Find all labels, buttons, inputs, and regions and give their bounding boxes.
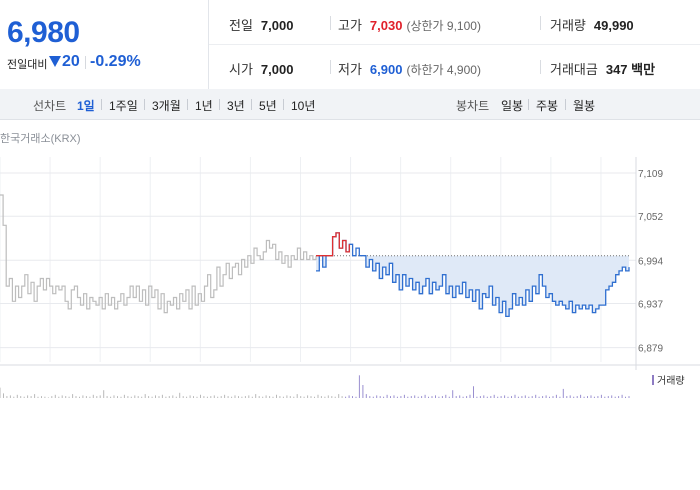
divider xyxy=(101,99,102,110)
volume-value: 49,990 xyxy=(593,18,634,33)
today-price-line xyxy=(316,232,630,318)
period-3y-tab[interactable]: 3년 xyxy=(227,99,245,113)
high-price: 고가 7,030 (상한가 9,100) xyxy=(338,15,481,34)
open-label: 시가 xyxy=(229,62,253,77)
low-price: 저가 6,900 (하한가 4,900) xyxy=(338,59,481,78)
open-value: 7,000 xyxy=(260,62,294,77)
line-chart-label: 선차트 xyxy=(33,99,67,113)
period-1d-tab[interactable]: 1일 xyxy=(77,99,95,113)
current-price: 6,980 xyxy=(7,16,80,49)
volume-legend: 거래량 xyxy=(652,372,685,387)
daily-candle-tab[interactable]: 일봉 xyxy=(501,99,524,113)
low-label: 저가 xyxy=(338,62,362,77)
open-price: 시가 7,000 xyxy=(229,59,293,78)
data-source: 한국거래소(KRX) xyxy=(0,133,81,145)
trade-amount: 거래대금 347 백만 xyxy=(550,59,655,78)
change-label: 전일대비 xyxy=(7,59,48,71)
divider xyxy=(209,44,700,45)
amount-value: 347 백만 xyxy=(605,62,656,77)
volume: 거래량 49,990 xyxy=(550,15,634,34)
intraday-price-chart: 7,109 7,052 6,994 6,937 6,879 xyxy=(0,157,700,398)
high-label: 고가 xyxy=(338,18,362,33)
period-5y-tab[interactable]: 5년 xyxy=(259,99,277,113)
quote-summary: 6,980 전일대비 20 -0.29% 전일 7,000 고가 7,030 (상한가… xyxy=(0,0,700,90)
prev-close: 전일 7,000 xyxy=(229,15,293,34)
divider xyxy=(540,16,541,30)
divider xyxy=(565,99,566,110)
divider xyxy=(283,99,284,110)
prev-close-label: 전일 xyxy=(229,18,253,33)
period-3m-tab[interactable]: 3개월 xyxy=(152,99,181,113)
divider xyxy=(330,60,331,74)
divider xyxy=(85,56,86,69)
change-percent: -0.29% xyxy=(90,53,141,70)
y-tick-label: 7,109 xyxy=(638,169,663,180)
down-arrow-icon xyxy=(49,56,61,67)
y-tick-label: 6,994 xyxy=(638,256,663,267)
divider xyxy=(540,60,541,74)
weekly-candle-tab[interactable]: 주봉 xyxy=(536,99,559,113)
above-prev-line xyxy=(316,232,350,257)
below-prev-fill xyxy=(316,255,629,317)
high-value: 7,030 xyxy=(369,18,403,33)
prev-day-line xyxy=(0,194,317,314)
divider xyxy=(251,99,252,110)
divider xyxy=(144,99,145,110)
lower-limit: (하한가 4,900) xyxy=(406,63,481,77)
volume-swatch xyxy=(652,375,654,385)
y-tick-label: 7,052 xyxy=(638,212,663,223)
y-tick-label: 6,879 xyxy=(638,344,663,355)
monthly-candle-tab[interactable]: 월봉 xyxy=(573,99,596,113)
volume-label: 거래량 xyxy=(550,18,586,33)
divider xyxy=(330,16,331,30)
period-1w-tab[interactable]: 1주일 xyxy=(109,99,138,113)
volume-legend-label: 거래량 xyxy=(657,376,685,387)
divider xyxy=(187,99,188,110)
period-10y-tab[interactable]: 10년 xyxy=(291,99,316,113)
change-amount: 20 xyxy=(62,53,80,70)
chart-toolbar: 선차트 1일 1주일 3개월 1년 3년 5년 10년 봉차트 일봉 주봉 월봉 xyxy=(0,89,700,120)
price-box: 6,980 전일대비 20 -0.29% xyxy=(0,0,209,89)
y-tick-label: 6,937 xyxy=(638,300,663,311)
amount-label: 거래대금 xyxy=(550,62,598,77)
prev-close-value: 7,000 xyxy=(260,18,294,33)
divider xyxy=(219,99,220,110)
low-value: 6,900 xyxy=(369,62,403,77)
divider xyxy=(528,99,529,110)
upper-limit: (상한가 9,100) xyxy=(406,19,481,33)
candle-chart-label: 봉차트 xyxy=(456,99,490,113)
period-1y-tab[interactable]: 1년 xyxy=(195,99,213,113)
